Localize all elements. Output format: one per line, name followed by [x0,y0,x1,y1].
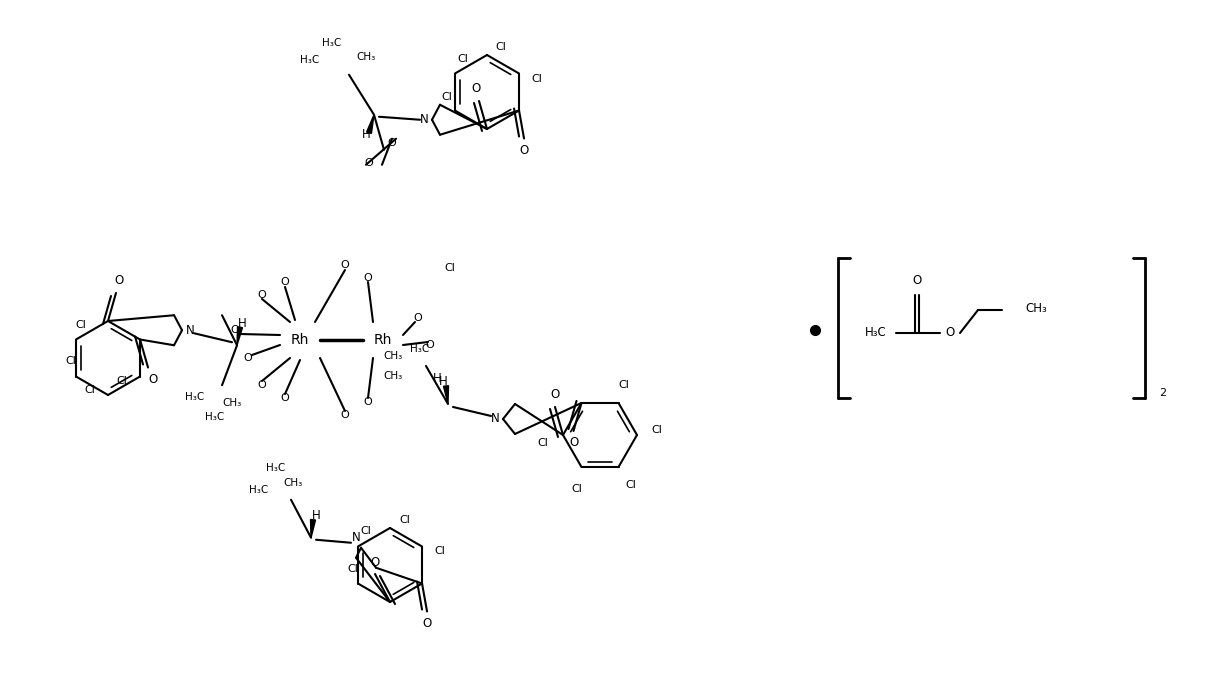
Text: O: O [280,393,289,403]
Text: O: O [946,327,954,340]
Polygon shape [443,385,448,404]
Text: O: O [244,353,253,363]
Text: Cl: Cl [347,563,358,574]
Text: O: O [280,277,289,287]
Text: H: H [362,128,370,141]
Text: 2: 2 [1159,388,1167,398]
Text: O: O [364,273,373,283]
Text: Cl: Cl [538,438,549,448]
Text: O: O [414,313,422,323]
Text: Cl: Cl [571,484,582,494]
Text: Cl: Cl [66,356,76,367]
Text: H₃C: H₃C [266,463,285,473]
Text: O: O [913,275,921,287]
Text: O: O [426,340,435,350]
Text: Rh: Rh [374,333,392,347]
Text: Cl: Cl [625,480,636,490]
Text: O: O [341,410,350,420]
Text: H₃C: H₃C [300,55,319,65]
Text: Cl: Cl [532,73,543,84]
Text: Cl: Cl [399,515,410,525]
Text: CH₃: CH₃ [384,371,403,381]
Text: Cl: Cl [652,425,663,435]
Text: O: O [550,388,560,401]
Text: N: N [490,412,499,426]
Text: O: O [364,158,374,167]
Text: Cl: Cl [442,91,453,102]
Text: N: N [186,324,194,337]
Polygon shape [311,520,316,538]
Text: O: O [364,397,373,407]
Text: CH₃: CH₃ [384,351,403,361]
Text: H: H [312,509,320,522]
Text: H₃C: H₃C [323,38,341,48]
Text: H₃C: H₃C [249,485,268,495]
Text: Rh: Rh [291,333,310,347]
Text: O: O [569,437,578,450]
Text: Cl: Cl [75,320,86,329]
Text: H₃C: H₃C [186,392,205,402]
Text: O: O [257,290,266,300]
Text: CH₃: CH₃ [1025,302,1046,314]
Text: O: O [422,617,432,630]
Text: H₃C: H₃C [410,344,430,354]
Text: O: O [114,275,124,287]
Text: H: H [238,317,246,330]
Text: N: N [420,113,429,126]
Text: O: O [370,556,380,569]
Text: Cl: Cl [495,42,506,52]
Text: Cl: Cl [618,380,629,390]
Text: O: O [148,373,158,386]
Text: H: H [433,372,442,385]
Text: O: O [387,138,397,148]
Text: CH₃: CH₃ [283,477,302,488]
Text: Cl: Cl [85,385,96,395]
Text: O: O [257,380,266,390]
Text: O: O [471,82,481,95]
Text: Cl: Cl [435,547,446,556]
Polygon shape [237,327,243,345]
Text: Cl: Cl [444,263,455,273]
Text: O: O [341,260,350,270]
Text: H: H [438,376,448,388]
Text: O: O [231,325,239,335]
Text: H₃C: H₃C [866,327,887,340]
Text: Cl: Cl [458,55,469,64]
Text: O: O [520,144,528,157]
Text: Cl: Cl [117,376,127,387]
Text: H₃C: H₃C [205,412,225,422]
Text: CH₃: CH₃ [222,399,242,408]
Polygon shape [367,115,374,134]
Text: Cl: Cl [361,527,371,536]
Text: N: N [352,531,361,544]
Text: CH₃: CH₃ [356,52,375,62]
